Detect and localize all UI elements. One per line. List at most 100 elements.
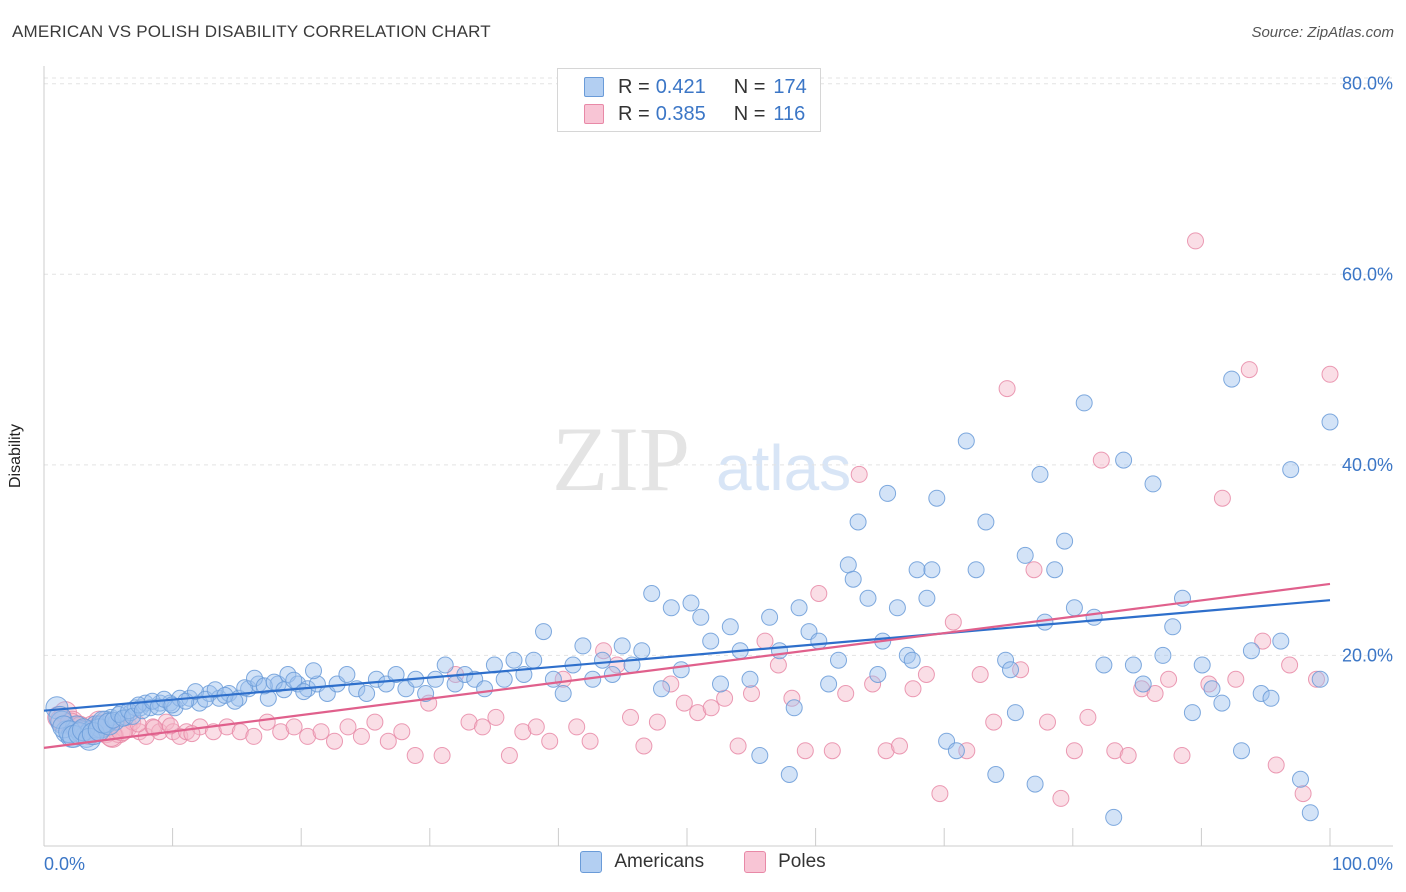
poles-point (796, 742, 814, 760)
americans-swatch (584, 77, 604, 97)
poles-point (393, 723, 411, 741)
poles-point (850, 465, 868, 483)
poles-trend-line (43, 582, 1331, 749)
poles-point (487, 708, 505, 726)
americans-point (849, 513, 867, 531)
poles-point (837, 685, 855, 702)
americans-point (692, 608, 710, 626)
americans-point (633, 642, 651, 660)
poles-point (527, 718, 545, 736)
americans-point (1065, 599, 1083, 617)
y-tick-labels: 20.0% 40.0% 60.0% 80.0% (1342, 74, 1393, 666)
poles-point (917, 666, 935, 683)
poles-point (648, 713, 666, 731)
americans-point (48, 705, 72, 729)
poles-point (1294, 785, 1312, 803)
poles-point (433, 747, 451, 764)
poles-point (810, 585, 828, 602)
legend-americans-label: Americans (614, 851, 705, 872)
poles-point (258, 713, 276, 731)
axes (43, 66, 1393, 847)
watermark-zip: ZIP (552, 408, 690, 510)
americans-point (554, 685, 572, 702)
americans-point (1056, 532, 1074, 550)
legend-americans-swatch (580, 851, 603, 873)
poles-point (1079, 708, 1097, 726)
americans-point (820, 675, 838, 693)
americans-point (923, 561, 941, 579)
poles-point (1308, 670, 1325, 688)
poles-point (1065, 742, 1083, 760)
poles-point (756, 632, 774, 650)
poles-point (299, 727, 317, 745)
americans-point (1002, 661, 1019, 679)
americans-point (476, 680, 494, 698)
americans-point (947, 742, 965, 760)
poles-point (161, 717, 179, 735)
poles-points (47, 232, 1339, 807)
americans-r-value: 0.421 (655, 75, 706, 98)
americans-point (1193, 656, 1211, 674)
y-axis-label: Disability (7, 424, 25, 488)
americans-point (613, 637, 631, 655)
poles-point (971, 666, 989, 683)
legend-poles-swatch (744, 851, 767, 873)
poles-point (1119, 747, 1137, 764)
americans-point (574, 637, 592, 655)
americans-point (544, 670, 562, 688)
poles-point (1187, 232, 1204, 250)
americans-point (859, 589, 877, 607)
americans-point (525, 651, 543, 669)
americans-point (1233, 742, 1250, 760)
poles-point (1281, 656, 1299, 674)
americans-point (1095, 656, 1113, 674)
americans-point (1311, 670, 1329, 688)
poles-point (769, 656, 787, 674)
americans-point (1124, 656, 1142, 674)
watermark-atlas: atlas (716, 432, 851, 504)
grid-lines (44, 77, 1393, 656)
americans-point (358, 685, 376, 702)
americans-point (505, 651, 523, 669)
americans-points (45, 370, 1339, 826)
poles-point (864, 675, 882, 693)
americans-point (987, 766, 1005, 783)
poles-point (339, 718, 357, 736)
poles-swatch (584, 104, 604, 124)
americans-point (903, 651, 921, 669)
poles-point (1321, 365, 1339, 383)
poles-point (474, 718, 491, 736)
americans-point (1026, 775, 1044, 793)
americans-point (338, 666, 356, 683)
series-legend: Americans Poles (0, 851, 1406, 873)
americans-point (1085, 608, 1103, 626)
poles-point (379, 732, 397, 750)
poles-r-value: 0.385 (655, 102, 706, 125)
poles-point (1025, 561, 1043, 579)
poles-point (272, 723, 290, 741)
americans-point (1252, 685, 1270, 702)
poles-point (823, 742, 841, 760)
americans-point (957, 432, 975, 450)
poles-point (1173, 747, 1191, 764)
watermark: ZIP atlas (552, 408, 851, 510)
americans-point (1154, 646, 1172, 664)
poles-point (1254, 632, 1272, 650)
poles-point (1200, 675, 1218, 693)
americans-point (1075, 394, 1093, 412)
poles-point (662, 675, 680, 693)
americans-point (879, 484, 897, 502)
poles-point (716, 689, 734, 707)
poles-point (514, 723, 532, 741)
poles-point (1240, 361, 1258, 379)
poles-point (326, 732, 343, 750)
poles-point (904, 680, 922, 698)
poles-point (891, 737, 908, 755)
poles-point (1146, 685, 1164, 702)
correlation-legend: R = 0.421 N = 174 R = 0.385 N = 116 (557, 68, 821, 132)
americans-point (295, 683, 313, 701)
americans-point (928, 489, 946, 507)
americans-point (206, 681, 224, 699)
americans-r-label: R = (618, 75, 650, 98)
poles-point (245, 727, 263, 745)
